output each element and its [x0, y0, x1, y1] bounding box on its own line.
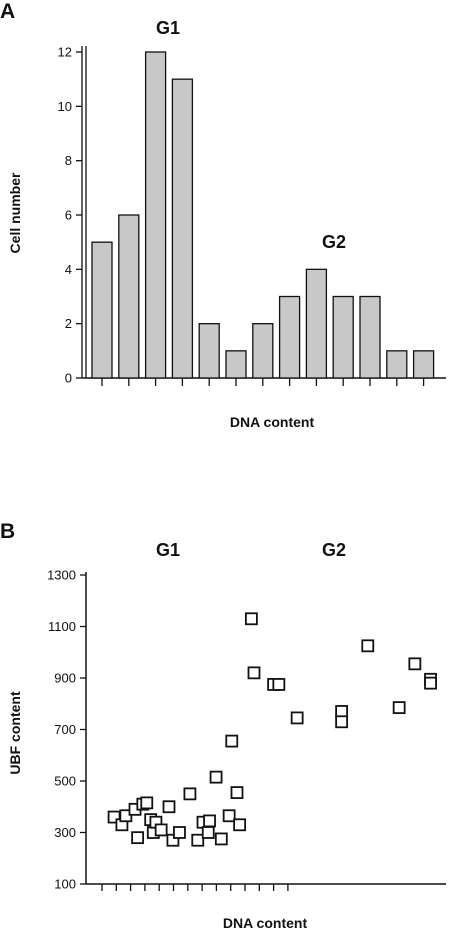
panel-b-point: [183, 787, 197, 801]
panel-a-g1-label: G1: [156, 18, 180, 38]
panel-b-point: [131, 831, 145, 845]
panel-b-point: [119, 809, 133, 823]
panel-b-letter: B: [0, 520, 15, 543]
panel-b-point: [424, 676, 437, 690]
panel-b-xlabel: DNA content: [223, 915, 308, 931]
panel-b-point: [166, 833, 180, 847]
panel-a-bars: [91, 51, 435, 379]
panel-a-y-tick-label: 8: [65, 153, 72, 168]
panel-b-y-axis: 100 300 500 700 900 1100 1300: [47, 568, 86, 892]
panel-a-y-tick-label: 12: [58, 45, 72, 60]
panel-b-point: [272, 678, 286, 691]
panel-b-y-tick-label: 1100: [48, 619, 76, 634]
panel-b-point: [173, 826, 186, 839]
panel-b-point: [209, 770, 223, 784]
panel-a-bar: [144, 51, 167, 379]
panel-b-point: [222, 809, 236, 823]
panel-b-point: [230, 786, 244, 799]
panel-a-letter: A: [0, 0, 15, 23]
panel-b-y-tick-label: 300: [54, 825, 76, 840]
panel-b-y-tick-label: 900: [54, 671, 76, 686]
panel-a-bar: [252, 323, 274, 379]
panel-a-bar: [91, 241, 113, 379]
panel-b-point: [361, 639, 375, 653]
panel-a-y-tick-label: 6: [65, 208, 72, 223]
panel-b-y-tick-label: 100: [54, 877, 76, 892]
panel-b-points: [107, 612, 437, 847]
panel-b-point: [154, 823, 168, 837]
panel-a-bar: [198, 323, 220, 379]
panel-a-bar: [412, 350, 435, 379]
panel-b-g2-label: G2: [322, 540, 346, 560]
panel-a-y-tick-label: 0: [65, 371, 72, 386]
panel-a-bar: [278, 295, 301, 379]
panel-a-y-tick-label: 2: [65, 316, 72, 331]
panel-b-point: [140, 796, 154, 810]
panel-b-g1-label: G1: [156, 540, 180, 560]
panel-b-point: [203, 814, 216, 828]
panel-b-point: [191, 833, 205, 847]
panel-b-point: [247, 666, 261, 680]
panel-a-bar: [386, 350, 408, 379]
panel-b-x-ticks: [101, 884, 289, 891]
panel-b-ylabel: UBF content: [7, 691, 23, 775]
panel-b-point: [225, 734, 239, 748]
panel-b-point: [214, 832, 228, 846]
panel-a-bar: [305, 268, 328, 379]
panel-b-point: [233, 818, 247, 832]
panel-b-y-tick-label: 500: [54, 774, 76, 789]
panel-b-y-tick-label: 700: [54, 722, 76, 737]
panel-a-xlabel: DNA content: [230, 414, 315, 430]
panel-b-point: [244, 612, 258, 626]
panel-b-point: [408, 657, 422, 671]
panel-a-y-tick-label: 10: [58, 99, 72, 114]
panel-b-point: [335, 705, 349, 718]
panel-a-bar: [225, 350, 247, 379]
panel-b-point: [290, 711, 304, 725]
panel-a-bar: [332, 295, 354, 379]
panel-a-bar: [118, 214, 140, 379]
panel-b-point: [201, 826, 215, 839]
panel-a-bar: [359, 295, 381, 379]
panel-a-g2-label: G2: [322, 232, 346, 252]
panel-b-point: [335, 715, 349, 729]
panel-a-ylabel: Cell number: [7, 172, 23, 253]
panel-a-bar: [171, 78, 194, 379]
panel-b-y-tick-label: 1300: [47, 568, 76, 583]
panel-b-point: [392, 701, 406, 715]
panel-b-point: [162, 800, 176, 814]
panel-a-y-tick-label: 4: [65, 262, 72, 277]
panel-a-y-axis: 0 2 4 6 8 10 12: [58, 45, 82, 386]
panel-a-x-ticks: [101, 378, 425, 386]
